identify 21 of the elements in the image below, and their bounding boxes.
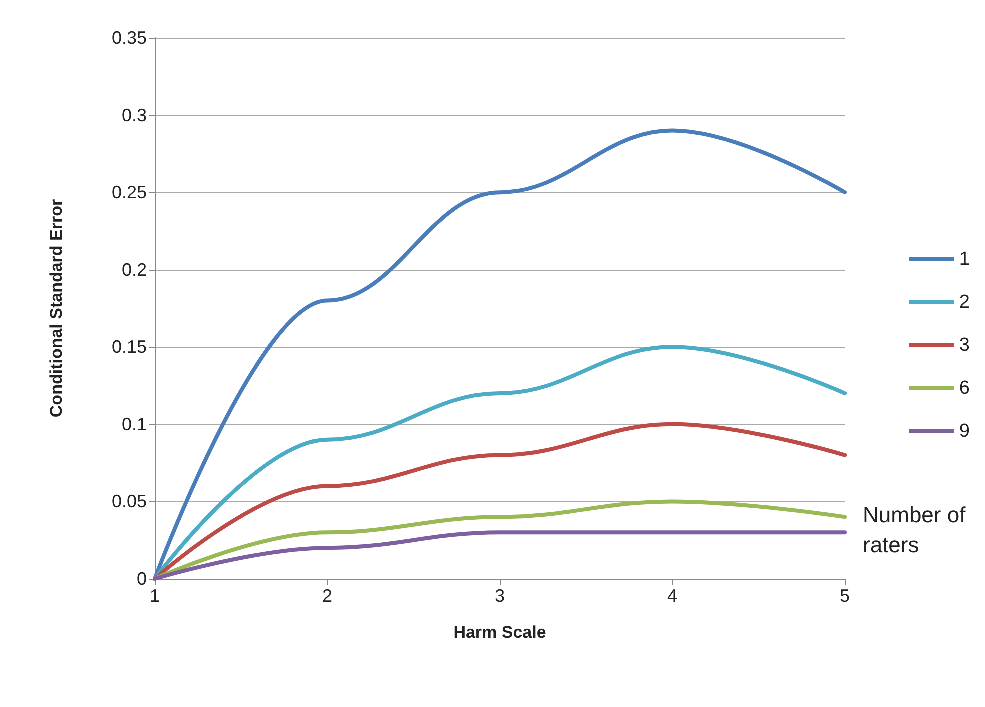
y-tick-label: 0.2	[122, 260, 147, 280]
y-tick-label: 0.05	[112, 492, 147, 512]
y-axis-title: Conditional Standard Error	[47, 199, 66, 418]
y-tick-label: 0.3	[122, 105, 147, 126]
legend-label: 1	[959, 249, 970, 270]
x-tick-label: 4	[667, 586, 678, 606]
legend-label: 2	[959, 292, 970, 313]
y-tick-label: 0.35	[112, 28, 147, 48]
x-tick-label: 3	[494, 586, 506, 606]
legend-label: 6	[959, 378, 970, 399]
legend-label: 3	[959, 335, 970, 356]
legend-label: 9	[959, 421, 970, 442]
y-tick-label: 0	[136, 569, 147, 589]
x-tick-label: 1	[150, 586, 160, 606]
x-tick-label: 5	[840, 586, 850, 606]
x-tick-label: 2	[322, 586, 333, 606]
y-tick-label: 0.15	[112, 337, 147, 358]
y-tick-label: 0.25	[112, 182, 147, 203]
x-axis-title: Harm Scale	[454, 623, 546, 642]
y-tick-label: 0.1	[122, 414, 147, 434]
legend-title: Number of raters	[863, 502, 972, 558]
